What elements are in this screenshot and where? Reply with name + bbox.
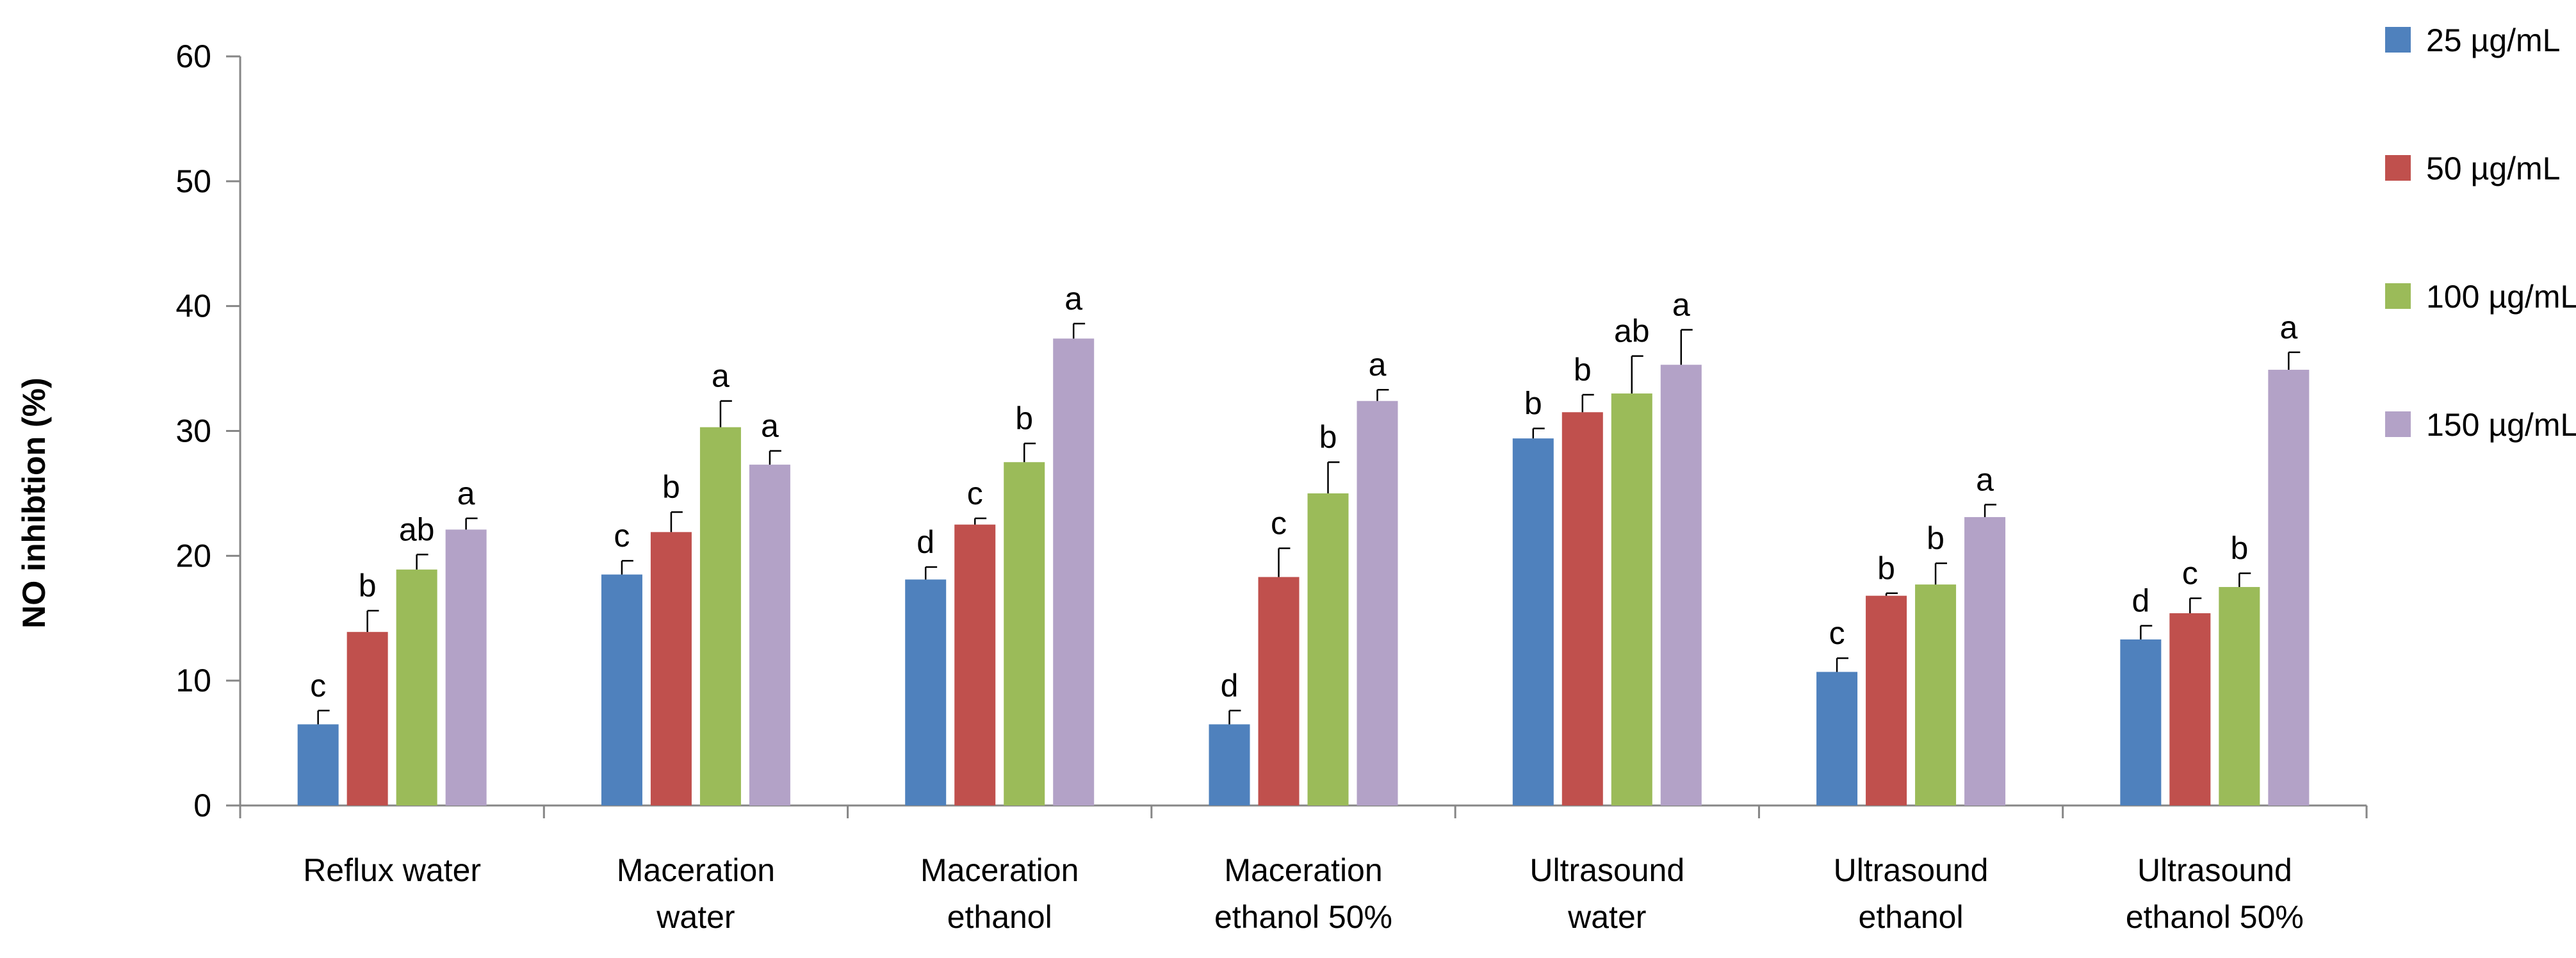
significance-letter: a	[1672, 287, 1690, 323]
significance-letter: c	[1829, 615, 1845, 651]
y-tick-label: 10	[175, 663, 211, 698]
significance-letter: d	[917, 524, 934, 560]
bar	[1357, 401, 1398, 805]
bar	[445, 529, 487, 805]
bar	[2120, 639, 2162, 805]
significance-letter: c	[967, 475, 983, 511]
legend-label: 150 µg/mL	[2426, 407, 2576, 443]
x-category-label: ethanol	[947, 899, 1052, 935]
legend-swatch	[2385, 283, 2411, 309]
y-tick-label: 0	[193, 788, 211, 823]
bar	[1660, 365, 1702, 805]
y-tick-label: 30	[175, 413, 211, 449]
x-category-label: Reflux water	[303, 852, 481, 888]
bar	[2219, 587, 2260, 805]
y-axis-title: NO inhibtion (%)	[16, 377, 52, 629]
y-axis: 0 10 20 30 40 50 60	[175, 38, 241, 823]
significance-letter: a	[1369, 347, 1387, 383]
bar	[601, 574, 642, 805]
significance-letter: d	[1221, 668, 1239, 704]
x-category-label: Ultrasound	[1529, 852, 1684, 888]
legend-label: 100 µg/mL	[2426, 279, 2576, 315]
significance-letter: b	[1524, 386, 1542, 422]
legend-label: 50 µg/mL	[2426, 151, 2560, 186]
bar	[346, 632, 388, 805]
significance-letter: a	[2279, 310, 2297, 345]
significance-letter: c	[1271, 506, 1287, 541]
significance-letter: ab	[399, 511, 435, 547]
legend-swatch	[2385, 155, 2411, 181]
significance-letter: a	[761, 408, 779, 444]
bar	[1915, 584, 1957, 805]
bar	[650, 532, 692, 805]
bar	[749, 465, 790, 805]
x-category-label: Ultrasound	[2137, 852, 2292, 888]
bar	[1209, 724, 1250, 805]
x-category-label: water	[1567, 899, 1646, 935]
significance-letter: b	[662, 469, 680, 505]
significance-letter: b	[1574, 352, 1592, 388]
significance-letter: a	[1976, 461, 1994, 497]
significance-letter: c	[310, 668, 326, 704]
significance-letter: d	[2132, 582, 2149, 618]
significance-letter: a	[457, 475, 475, 511]
x-category-label: Ultrasound	[1834, 852, 1989, 888]
significance-letter: b	[2230, 531, 2248, 566]
x-category-label: water	[656, 899, 735, 935]
x-category-label: Maceration	[1224, 852, 1382, 888]
bar	[1053, 338, 1095, 805]
significance-letter: a	[1064, 281, 1082, 317]
significance-letter: b	[1015, 401, 1033, 436]
bar	[1004, 462, 1045, 805]
bar	[1307, 493, 1349, 805]
bar	[2169, 613, 2211, 805]
y-tick-label: 60	[175, 38, 211, 74]
bar	[297, 724, 339, 805]
significance-letter: c	[614, 518, 630, 554]
y-tick-label: 50	[175, 163, 211, 199]
bar	[1512, 438, 1554, 805]
x-category-label: Maceration	[920, 852, 1079, 888]
bar	[954, 524, 996, 805]
bar	[2268, 370, 2310, 805]
significance-letter: c	[2182, 556, 2198, 591]
x-axis: Reflux water Maceration water Maceration eth…	[239, 804, 2368, 935]
legend-label: 25 µg/mL	[2426, 22, 2560, 58]
bar	[1816, 672, 1858, 805]
x-category-label: ethanol	[1859, 899, 1964, 935]
bar	[905, 579, 947, 805]
bar	[396, 569, 437, 805]
significance-letter: b	[1877, 550, 1895, 586]
x-category-label: ethanol 50%	[1214, 899, 1392, 935]
significance-letter: a	[712, 358, 730, 394]
significance-letter: ab	[1614, 313, 1650, 349]
bar	[1258, 577, 1300, 805]
significance-letter: b	[1927, 520, 1944, 556]
bar	[1866, 595, 1907, 805]
bar	[1964, 516, 2006, 805]
y-tick-label: 40	[175, 288, 211, 324]
legend-swatch	[2385, 27, 2411, 53]
significance-letter: b	[1319, 419, 1337, 455]
bar	[699, 427, 741, 805]
bar	[1611, 393, 1652, 805]
bar	[1561, 412, 1603, 805]
legend: 25 µg/mL 50 µg/mL 100 µg/mL 150 µg/mL	[2385, 22, 2576, 443]
x-category-label: ethanol 50%	[2126, 899, 2304, 935]
significance-letter: b	[359, 568, 377, 604]
x-category-label: Maceration	[617, 852, 775, 888]
y-tick-label: 20	[175, 538, 211, 574]
legend-swatch	[2385, 411, 2411, 437]
